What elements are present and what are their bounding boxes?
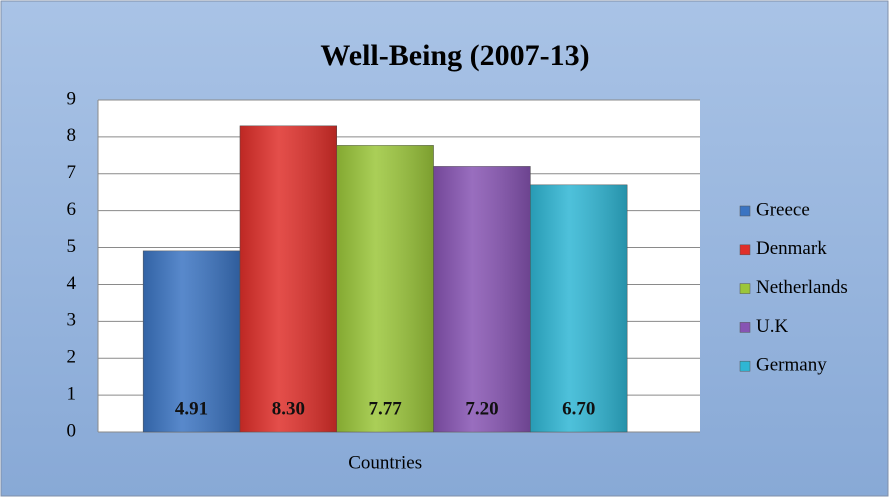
- y-tick-label: 5: [67, 236, 77, 257]
- legend-swatch: [739, 360, 751, 372]
- y-tick-label: 1: [67, 383, 77, 404]
- y-tick-label: 4: [67, 273, 77, 294]
- y-tick-label: 0: [67, 420, 77, 441]
- bar: [239, 125, 338, 433]
- y-tick-label: 3: [67, 310, 77, 331]
- chart-title: Well-Being (2007-13): [320, 39, 589, 72]
- y-tick-label: 9: [67, 88, 77, 109]
- data-label: 8.30: [272, 398, 305, 419]
- legend-label: Germany: [756, 355, 827, 376]
- data-label: 6.70: [562, 398, 595, 419]
- y-tick-label: 6: [67, 199, 77, 220]
- legend-label: Denmark: [756, 238, 827, 259]
- legend-swatch: [739, 283, 751, 294]
- legend-swatch: [739, 205, 751, 217]
- bar: [530, 184, 628, 433]
- legend-label: Netherlands: [756, 277, 848, 298]
- bar: [336, 145, 434, 433]
- data-label: 7.77: [369, 398, 403, 419]
- bar: [433, 166, 531, 433]
- legend-label: U.K: [756, 316, 788, 337]
- y-tick-label: 2: [67, 347, 77, 368]
- y-tick-label: 7: [67, 162, 77, 183]
- legend-swatch: [739, 322, 751, 333]
- data-label: 7.20: [465, 398, 498, 419]
- data-label: 4.91: [175, 398, 208, 419]
- y-tick-label: 8: [67, 125, 77, 146]
- legend-swatch: [739, 244, 751, 256]
- legend-label: Greece: [756, 199, 810, 220]
- x-tick-label: Countries: [348, 452, 422, 473]
